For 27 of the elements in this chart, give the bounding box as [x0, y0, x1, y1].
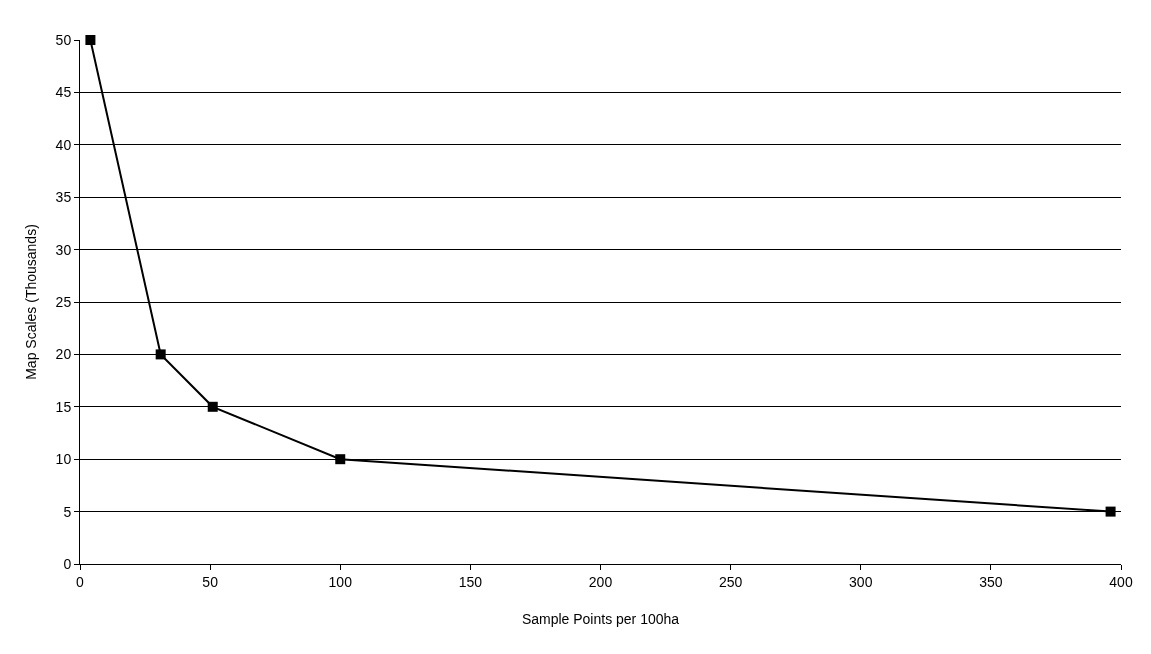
y-tick-label: 50	[55, 31, 72, 48]
x-tick-label: 150	[458, 573, 483, 590]
y-tick-label: 15	[55, 398, 72, 415]
x-tick-label: 200	[588, 573, 613, 590]
point	[335, 454, 346, 465]
y-tick-label: 20	[55, 346, 72, 363]
point	[155, 349, 166, 360]
y-tick-label: 30	[55, 241, 72, 258]
x-tick-label: 0	[76, 573, 85, 590]
x-tick-label: 100	[328, 573, 353, 590]
y-tick-label: 25	[55, 293, 72, 310]
x-tick-label: 250	[718, 573, 743, 590]
y-tick-label: 45	[55, 84, 72, 101]
y-tick-label: 10	[55, 451, 72, 468]
x-tick-label: 400	[1109, 573, 1133, 590]
point	[85, 35, 96, 45]
y-tick-label: 35	[55, 189, 72, 206]
x-axis-title: Sample Points per 100ha	[521, 611, 680, 628]
x-tick-label: 50	[202, 573, 219, 590]
y-tick-label: 40	[55, 136, 72, 153]
x-tick-label: 350	[979, 573, 1003, 590]
x-tick-label: 300	[849, 573, 873, 590]
point	[207, 401, 218, 412]
y-tick-label: 0	[63, 555, 72, 572]
y-axis-title: Map Scales (Thousands)	[23, 224, 40, 380]
point	[1105, 506, 1116, 517]
y-tick-label: 5	[63, 503, 72, 520]
